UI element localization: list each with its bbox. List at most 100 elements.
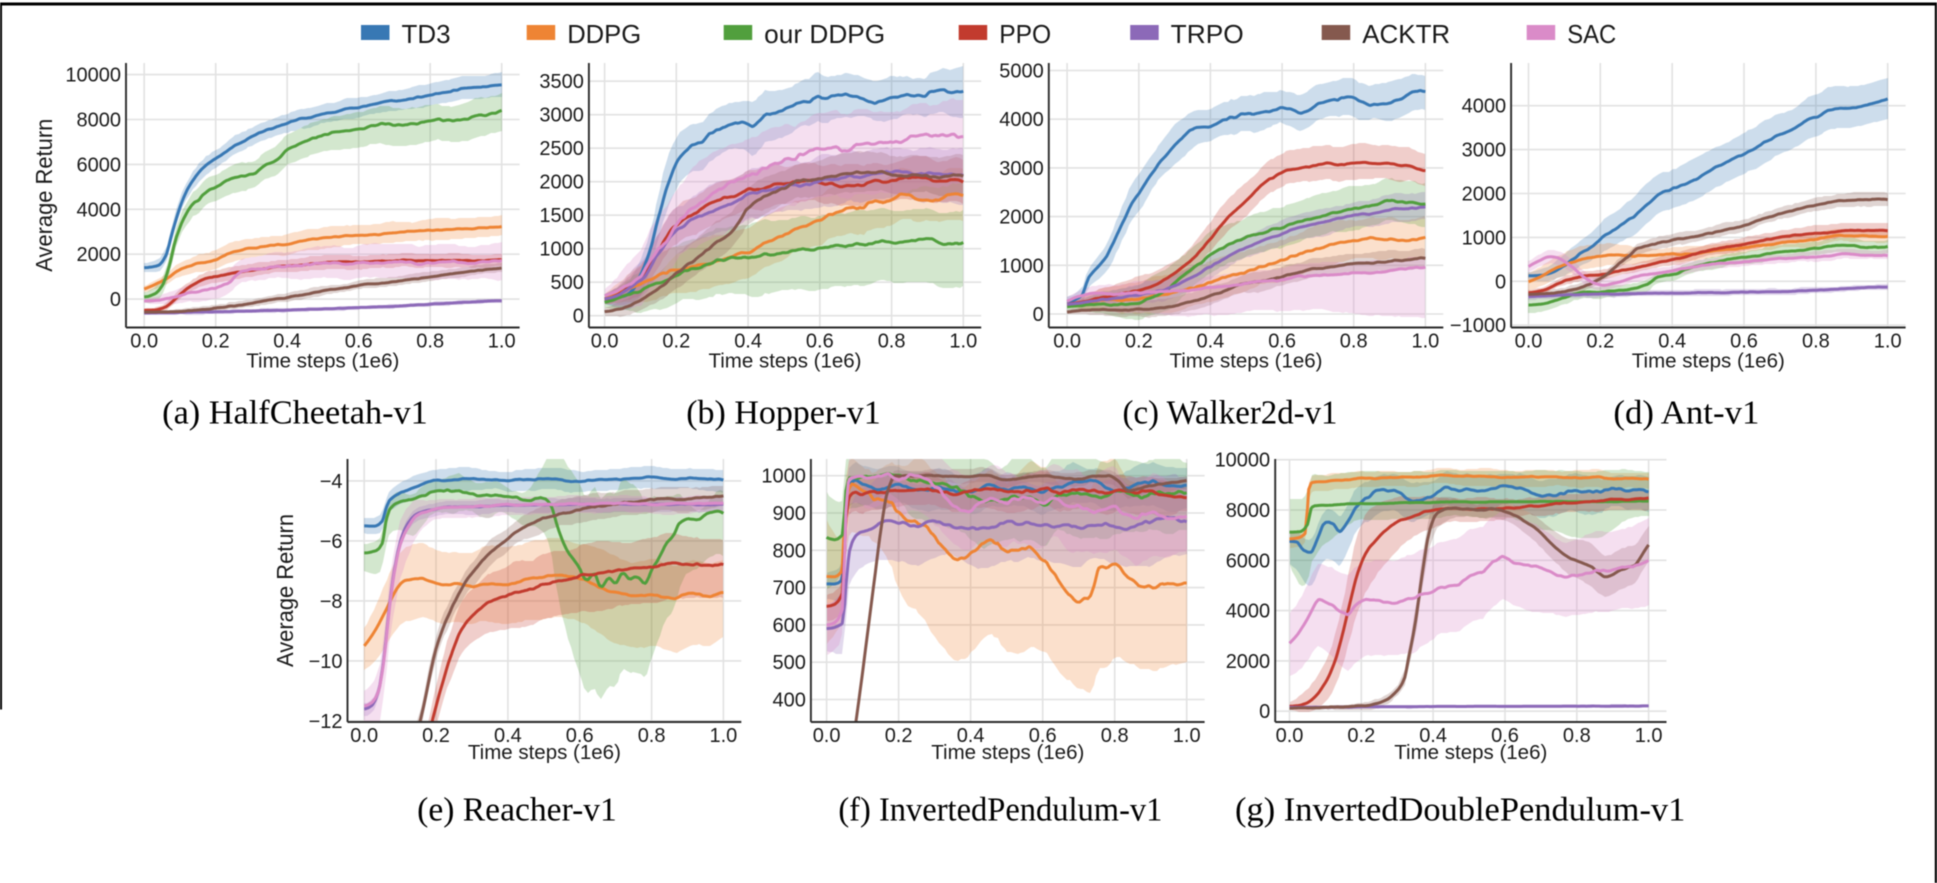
svg-text:(e) Reacher-v1: (e) Reacher-v1 bbox=[417, 792, 617, 829]
svg-text:0.0: 0.0 bbox=[1515, 331, 1543, 353]
svg-text:Average Return: Average Return bbox=[31, 119, 57, 272]
svg-text:1000: 1000 bbox=[999, 255, 1044, 277]
svg-text:−8: −8 bbox=[320, 591, 343, 613]
svg-text:Time steps (1e6): Time steps (1e6) bbox=[1394, 741, 1547, 764]
svg-text:10000: 10000 bbox=[65, 65, 121, 87]
svg-text:(a) HalfCheetah-v1: (a) HalfCheetah-v1 bbox=[162, 395, 428, 432]
svg-text:Time steps (1e6): Time steps (1e6) bbox=[708, 350, 861, 373]
svg-text:0: 0 bbox=[573, 306, 584, 328]
svg-text:(d) Ant-v1: (d) Ant-v1 bbox=[1613, 395, 1759, 432]
svg-text:1000: 1000 bbox=[539, 239, 584, 261]
svg-text:0.2: 0.2 bbox=[422, 725, 450, 747]
svg-text:0.2: 0.2 bbox=[662, 331, 690, 353]
svg-text:DDPG: DDPG bbox=[567, 19, 641, 49]
svg-text:Time steps (1e6): Time steps (1e6) bbox=[246, 350, 399, 373]
svg-text:−12: −12 bbox=[309, 711, 343, 733]
svg-text:0.0: 0.0 bbox=[813, 725, 841, 747]
svg-text:−6: −6 bbox=[320, 531, 343, 553]
svg-text:6000: 6000 bbox=[77, 154, 122, 176]
svg-text:4000: 4000 bbox=[999, 109, 1044, 131]
svg-text:400: 400 bbox=[773, 690, 806, 712]
svg-text:0.0: 0.0 bbox=[130, 331, 158, 353]
svg-text:0.2: 0.2 bbox=[202, 331, 230, 353]
svg-text:0.4: 0.4 bbox=[1196, 331, 1224, 353]
svg-text:3500: 3500 bbox=[539, 71, 584, 93]
svg-text:0.0: 0.0 bbox=[591, 331, 619, 353]
svg-text:(b) Hopper-v1: (b) Hopper-v1 bbox=[686, 395, 881, 432]
svg-text:0.2: 0.2 bbox=[1347, 725, 1375, 747]
svg-text:0: 0 bbox=[110, 289, 121, 311]
svg-text:500: 500 bbox=[773, 652, 806, 674]
svg-text:700: 700 bbox=[773, 578, 806, 600]
svg-text:Time steps (1e6): Time steps (1e6) bbox=[1169, 350, 1322, 373]
svg-text:0.6: 0.6 bbox=[566, 725, 594, 747]
svg-text:2000: 2000 bbox=[1226, 651, 1271, 673]
svg-text:0.6: 0.6 bbox=[345, 331, 373, 353]
svg-text:1.0: 1.0 bbox=[1173, 725, 1201, 747]
svg-text:4000: 4000 bbox=[77, 199, 122, 221]
svg-text:8000: 8000 bbox=[1226, 500, 1271, 522]
svg-text:PPO: PPO bbox=[999, 19, 1051, 49]
svg-text:2000: 2000 bbox=[539, 172, 584, 194]
svg-text:0.0: 0.0 bbox=[1276, 725, 1304, 747]
svg-text:3000: 3000 bbox=[1462, 140, 1507, 162]
svg-text:0.8: 0.8 bbox=[878, 331, 906, 353]
svg-text:0.4: 0.4 bbox=[1658, 331, 1686, 353]
svg-text:1.0: 1.0 bbox=[1411, 331, 1439, 353]
svg-text:0.6: 0.6 bbox=[1029, 725, 1057, 747]
svg-text:0.6: 0.6 bbox=[1268, 331, 1296, 353]
svg-text:3000: 3000 bbox=[539, 105, 584, 127]
svg-text:2500: 2500 bbox=[539, 138, 584, 160]
svg-text:1.0: 1.0 bbox=[709, 725, 737, 747]
svg-text:1000: 1000 bbox=[1462, 227, 1507, 249]
svg-text:0.4: 0.4 bbox=[494, 725, 522, 747]
svg-text:0.8: 0.8 bbox=[1563, 725, 1591, 747]
svg-text:0.8: 0.8 bbox=[1101, 725, 1129, 747]
svg-text:0: 0 bbox=[1259, 701, 1270, 723]
svg-text:0.4: 0.4 bbox=[957, 725, 985, 747]
svg-text:Average Return: Average Return bbox=[272, 514, 298, 667]
svg-text:Time steps (1e6): Time steps (1e6) bbox=[1632, 350, 1785, 373]
svg-text:900: 900 bbox=[773, 503, 806, 525]
svg-text:0.0: 0.0 bbox=[1053, 331, 1081, 353]
svg-text:0.8: 0.8 bbox=[1802, 331, 1830, 353]
svg-text:TD3: TD3 bbox=[402, 19, 451, 49]
svg-text:0.4: 0.4 bbox=[273, 331, 301, 353]
svg-text:10000: 10000 bbox=[1215, 450, 1271, 472]
svg-text:0.0: 0.0 bbox=[350, 725, 378, 747]
svg-text:SAC: SAC bbox=[1567, 19, 1616, 49]
svg-text:3000: 3000 bbox=[999, 158, 1044, 180]
svg-text:800: 800 bbox=[773, 540, 806, 562]
svg-text:2000: 2000 bbox=[1462, 184, 1507, 206]
svg-text:(c) Walker2d-v1: (c) Walker2d-v1 bbox=[1123, 395, 1338, 432]
svg-text:0.4: 0.4 bbox=[734, 331, 762, 353]
svg-text:0.2: 0.2 bbox=[1125, 331, 1153, 353]
svg-text:our DDPG: our DDPG bbox=[764, 19, 885, 49]
svg-text:600: 600 bbox=[773, 615, 806, 637]
svg-text:−1000: −1000 bbox=[1450, 315, 1506, 337]
svg-text:Time steps (1e6): Time steps (1e6) bbox=[931, 741, 1084, 764]
svg-text:2000: 2000 bbox=[77, 244, 122, 266]
svg-text:0.6: 0.6 bbox=[1730, 331, 1758, 353]
svg-text:6000: 6000 bbox=[1226, 550, 1271, 572]
svg-text:4000: 4000 bbox=[1462, 96, 1507, 118]
svg-text:0: 0 bbox=[1495, 271, 1506, 293]
svg-text:500: 500 bbox=[551, 272, 584, 294]
svg-text:0.2: 0.2 bbox=[1586, 331, 1614, 353]
svg-text:0.8: 0.8 bbox=[638, 725, 666, 747]
svg-text:ACKTR: ACKTR bbox=[1362, 19, 1450, 49]
svg-text:8000: 8000 bbox=[77, 110, 122, 132]
svg-text:0.4: 0.4 bbox=[1419, 725, 1447, 747]
svg-text:0.2: 0.2 bbox=[885, 725, 913, 747]
svg-text:1500: 1500 bbox=[539, 205, 584, 227]
svg-text:0.6: 0.6 bbox=[1491, 725, 1519, 747]
svg-text:1.0: 1.0 bbox=[488, 331, 516, 353]
svg-text:2000: 2000 bbox=[999, 207, 1044, 229]
svg-text:TRPO: TRPO bbox=[1171, 19, 1244, 49]
svg-text:(g) InvertedDoublePendulum-v1: (g) InvertedDoublePendulum-v1 bbox=[1235, 792, 1685, 829]
svg-text:1.0: 1.0 bbox=[949, 331, 977, 353]
svg-text:1.0: 1.0 bbox=[1874, 331, 1902, 353]
svg-text:1000: 1000 bbox=[761, 466, 806, 488]
svg-text:4000: 4000 bbox=[1226, 601, 1271, 623]
svg-text:−4: −4 bbox=[320, 471, 343, 493]
